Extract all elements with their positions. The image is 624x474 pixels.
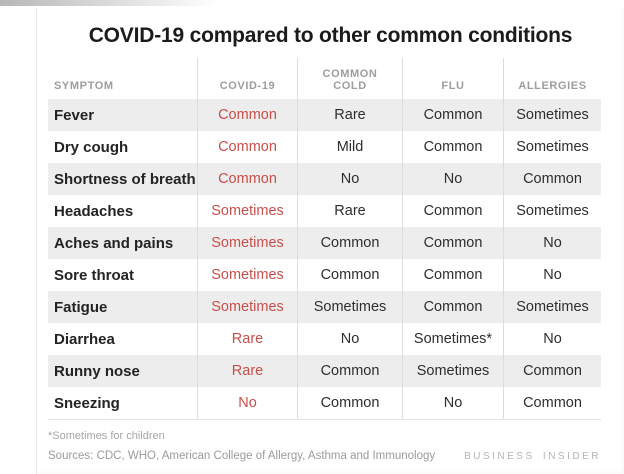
footnote: *Sometimes for children [48, 430, 165, 442]
symptom-label: Fatigue [54, 298, 108, 316]
page-title: COVID-19 compared to other common condit… [88, 24, 573, 47]
common-cold-value: Common [297, 355, 402, 387]
column-header-common-cold: COMMON COLD [297, 58, 402, 99]
flu-value: Common [402, 99, 503, 131]
allergies-value: Common [503, 387, 601, 419]
covid19-value: Sometimes [197, 259, 297, 291]
allergies-value: No [503, 227, 601, 259]
common-cold-value: Common [297, 227, 402, 259]
table-row: Runny nose Rare Common Sometimes Common [48, 355, 601, 387]
symptom-label: Diarrhea [54, 330, 115, 348]
covid19-value: Rare [197, 323, 297, 355]
allergies-value: Common [503, 355, 601, 387]
flu-value: Common [402, 291, 503, 323]
symptom-label: Sore throat [54, 266, 135, 284]
column-header-flu: FLU [402, 58, 503, 99]
covid19-value: Common [197, 131, 297, 163]
allergies-value: Sometimes [503, 131, 601, 163]
common-cold-value: Common [297, 259, 402, 291]
common-cold-value: Sometimes [297, 291, 402, 323]
table-row: Sneezing No Common No Common [48, 387, 601, 419]
covid19-value: Sometimes [197, 227, 297, 259]
table-row: Shortness of breath Common No No Common [48, 163, 601, 195]
flu-value: Common [402, 259, 503, 291]
covid19-value: Sometimes [197, 195, 297, 227]
column-header-symptom: SYMPTOM [54, 80, 114, 93]
table-row: Diarrhea Rare No Sometimes* No [48, 323, 601, 355]
sources-text: Sources: CDC, WHO, American College of A… [48, 450, 436, 462]
table-row: Dry cough Common Mild Common Sometimes [48, 131, 601, 163]
table-row: Aches and pains Sometimes Common Common No [48, 227, 601, 259]
table-row: Fever Common Rare Common Sometimes [48, 99, 601, 131]
common-cold-value: No [297, 323, 402, 355]
table-row: Headaches Sometimes Rare Common Sometimes [48, 195, 601, 227]
flu-value: Common [402, 195, 503, 227]
common-cold-value: Mild [297, 131, 402, 163]
symptom-label: Dry cough [54, 138, 129, 156]
sources-row: Sources: CDC, WHO, American College of A… [48, 450, 601, 462]
common-cold-value: Rare [297, 195, 402, 227]
symptom-comparison-table: SYMPTOM COVID-19 COMMON COLD FLU ALLERGI… [48, 58, 601, 420]
column-header-covid19: COVID-19 [197, 58, 297, 99]
infographic-card: COVID-19 compared to other common condit… [36, 8, 624, 474]
flu-value: Sometimes* [402, 323, 503, 355]
flu-value: No [402, 387, 503, 419]
column-header-allergies: ALLERGIES [503, 58, 601, 99]
covid19-value: Common [197, 99, 297, 131]
covid19-value: Sometimes [197, 291, 297, 323]
covid19-value: Common [197, 163, 297, 195]
allergies-value: Common [503, 163, 601, 195]
allergies-value: Sometimes [503, 195, 601, 227]
symptom-label: Fever [54, 106, 95, 124]
allergies-value: Sometimes [503, 99, 601, 131]
flu-value: Common [402, 227, 503, 259]
table-header-row: SYMPTOM COVID-19 COMMON COLD FLU ALLERGI… [48, 58, 601, 99]
common-cold-value: No [297, 163, 402, 195]
table-row: Sore throat Sometimes Common Common No [48, 259, 601, 291]
flu-value: Common [402, 131, 503, 163]
allergies-value: No [503, 323, 601, 355]
symptom-label: Sneezing [54, 394, 120, 412]
symptom-label: Runny nose [54, 362, 140, 380]
top-edge-shading [0, 0, 230, 6]
table-row: Fatigue Sometimes Sometimes Common Sometimes [48, 291, 601, 323]
business-insider-wordmark: BUSINESS INSIDER [464, 451, 601, 462]
flu-value: No [402, 163, 503, 195]
allergies-value: Sometimes [503, 291, 601, 323]
covid19-value: No [197, 387, 297, 419]
covid19-value: Rare [197, 355, 297, 387]
common-cold-value: Rare [297, 99, 402, 131]
symptom-label: Shortness of breath [54, 170, 196, 188]
flu-value: Sometimes [402, 355, 503, 387]
table-body: Fever Common Rare Common Sometimes Dry cough C… [48, 99, 601, 420]
common-cold-value: Common [297, 387, 402, 419]
allergies-value: No [503, 259, 601, 291]
symptom-label: Aches and pains [54, 234, 174, 252]
symptom-label: Headaches [54, 202, 134, 220]
